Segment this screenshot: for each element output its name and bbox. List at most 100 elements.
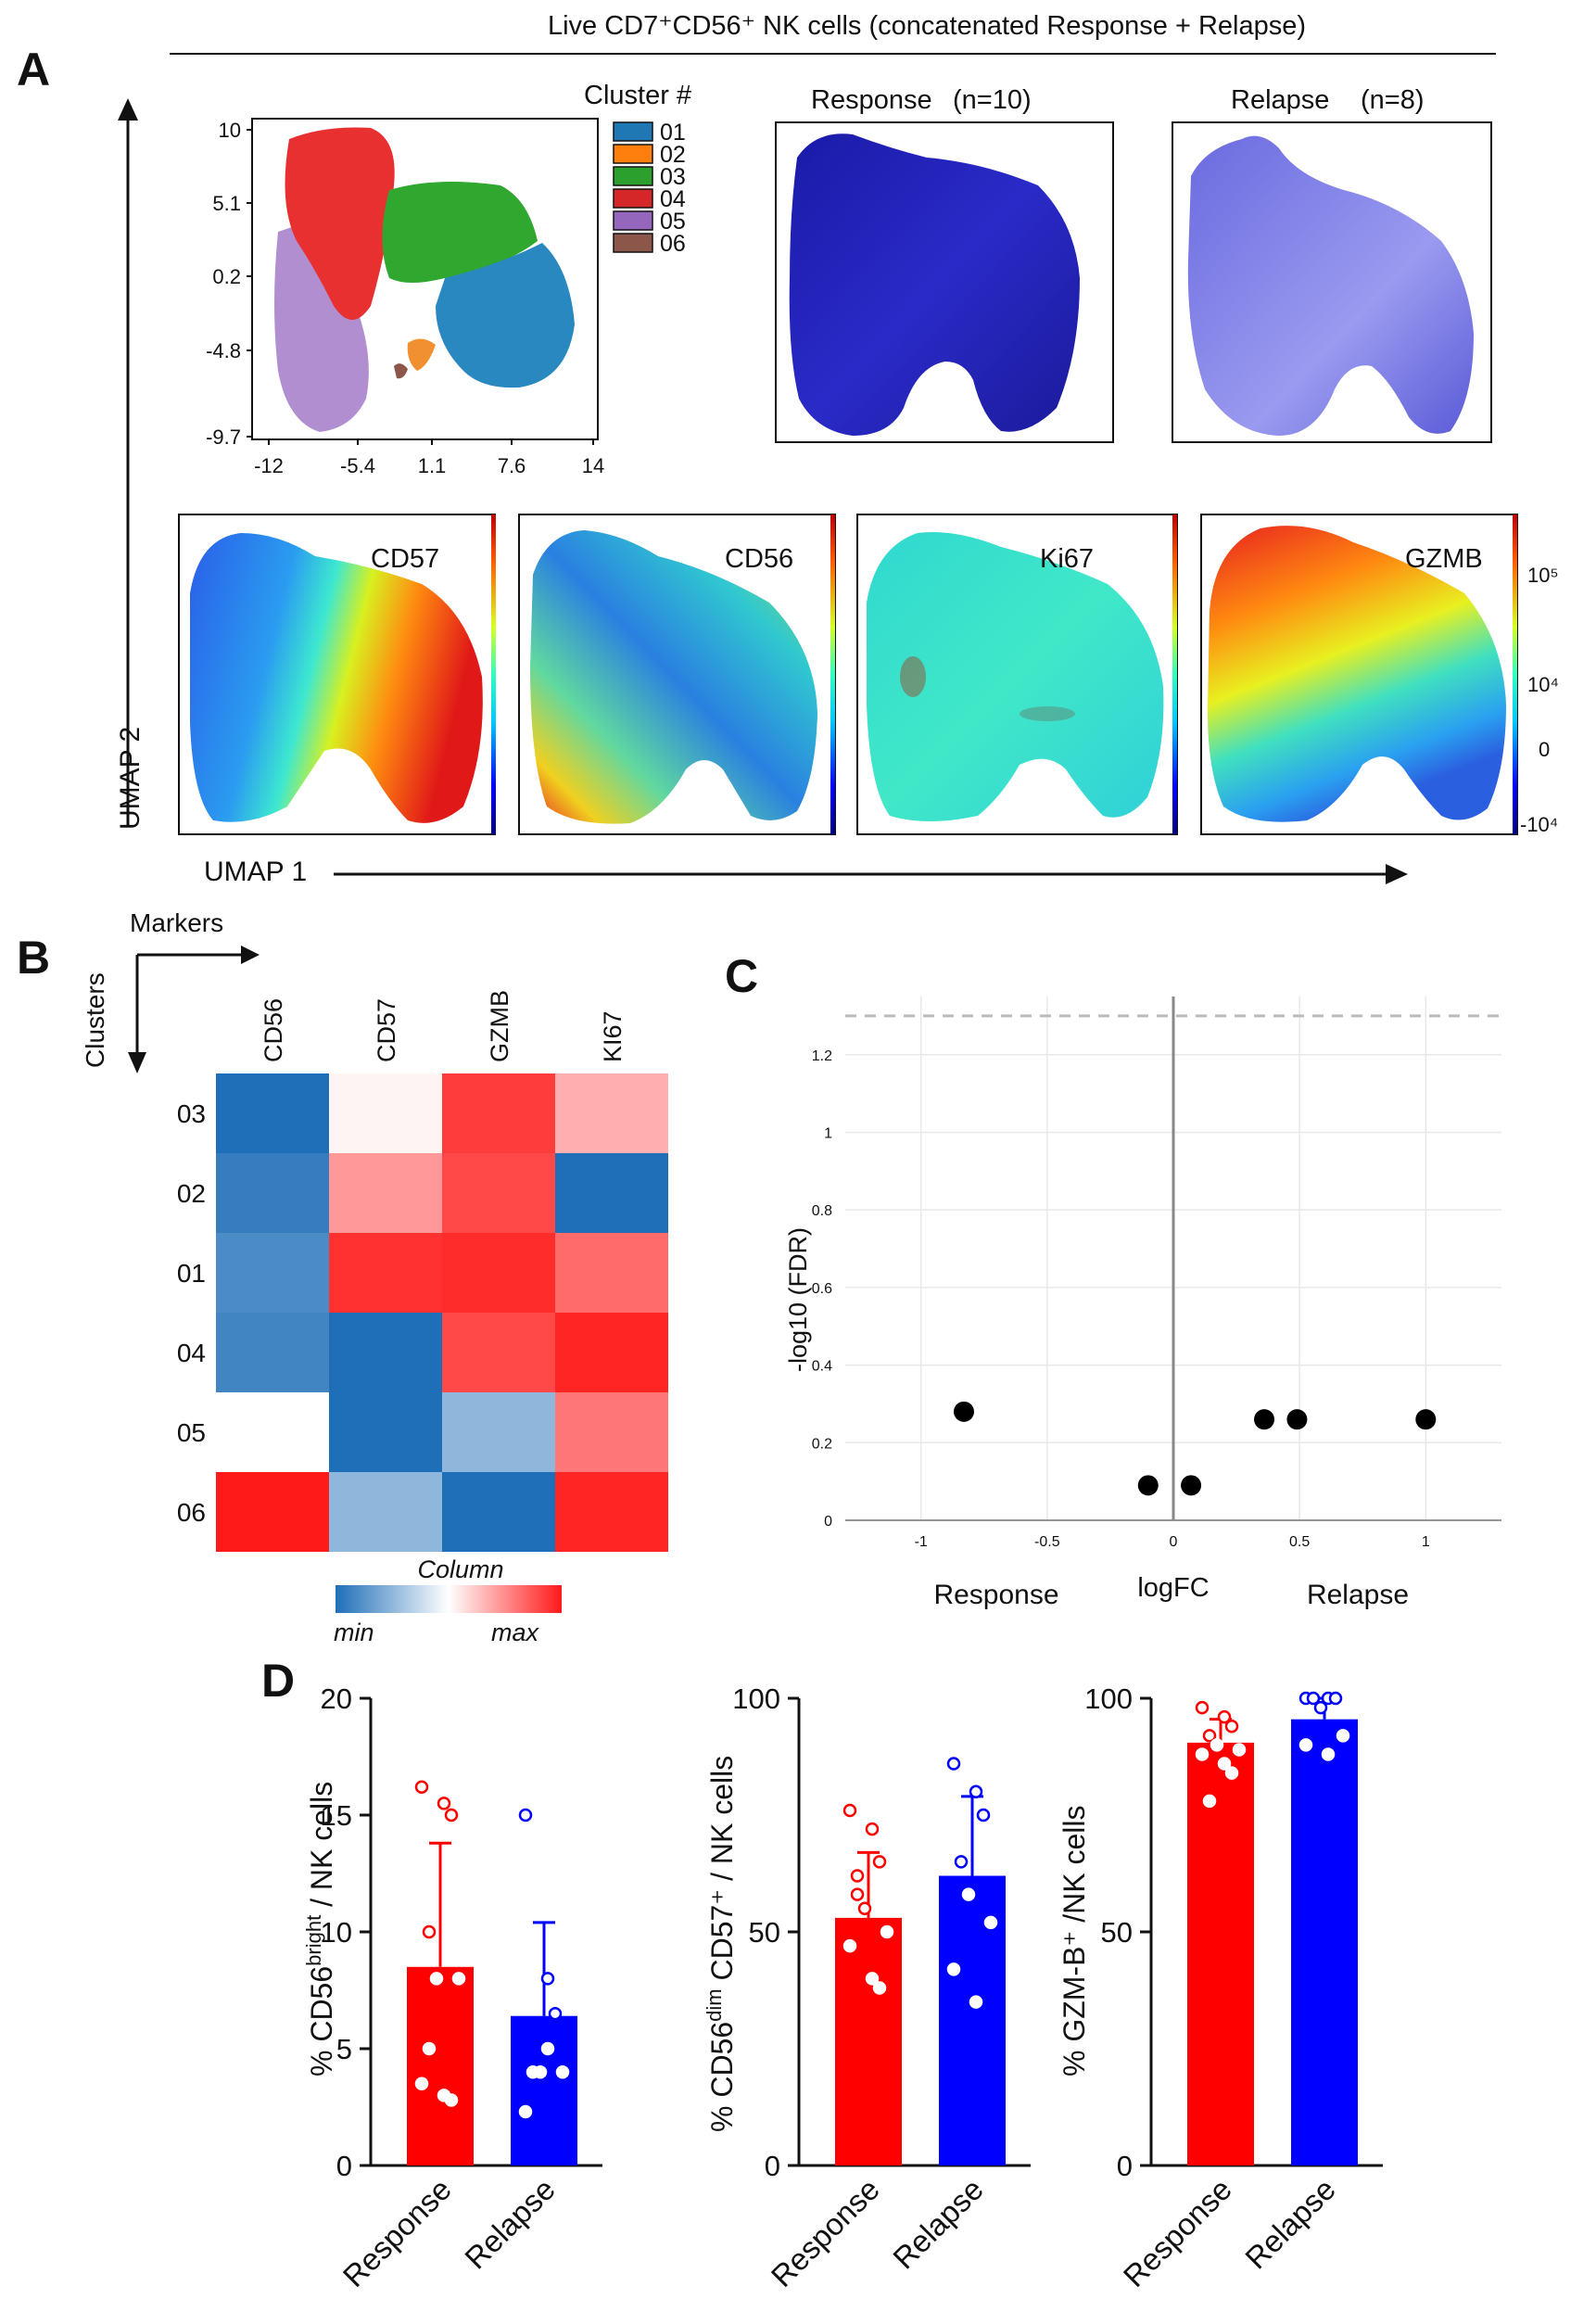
heatmap-cell <box>442 1313 555 1392</box>
data-point <box>842 1803 857 1818</box>
heatmap-cell <box>216 1392 329 1472</box>
heatmap-cell <box>442 1073 555 1153</box>
volcano-x-tick: 0.5 <box>1289 1534 1310 1550</box>
cluster-x-tick-2: 1.1 <box>418 454 447 477</box>
data-point <box>414 1780 429 1795</box>
cluster-label-05: 05 <box>660 209 686 235</box>
heatmap-row-label: 06 <box>177 1498 206 1527</box>
volcano-x-tick: 0 <box>1170 1534 1178 1550</box>
volcano-plot: -1 -0.5 0 0.5 1 0 0.2 0.4 0.6 0.8 1 1.2 -log10 (FDR)… <box>784 997 1501 1610</box>
data-point <box>1217 1757 1232 1771</box>
marker-umap-gzmb <box>1200 514 1518 835</box>
data-point <box>1195 1747 1210 1761</box>
heatmap-cell <box>329 1073 442 1153</box>
heatmap-cell <box>329 1153 442 1233</box>
heatmap-column-label: KI67 <box>599 1010 627 1062</box>
bar-y-tick: 20 <box>321 1683 352 1715</box>
data-point <box>969 1995 983 2009</box>
data-point <box>865 1972 880 1986</box>
bar-category-label: Response <box>336 2172 458 2293</box>
cluster-label-06: 06 <box>660 231 686 257</box>
heatmap-row-label: 04 <box>177 1339 206 1367</box>
heatmap-cell <box>216 1153 329 1233</box>
volcano-left-label: Response <box>933 1580 1058 1610</box>
heatmap-cell <box>555 1233 668 1313</box>
cluster-label-02: 02 <box>660 142 686 168</box>
heatmap-legend-max: max <box>491 1619 540 1646</box>
data-point <box>1224 1766 1239 1780</box>
marker-umap-cd57 <box>178 514 496 835</box>
volcano-point <box>1286 1409 1308 1430</box>
volcano-y-tick: 1 <box>824 1125 832 1141</box>
umap1-axis-arrow <box>334 864 1408 884</box>
heatmap-cell <box>329 1472 442 1552</box>
heatmap-cell <box>216 1073 329 1153</box>
response-umap-title: Response <box>811 85 932 115</box>
marker-umap-cd56 <box>518 514 836 835</box>
heatmap: CD56 CD57 GZMB KI67 03 02 01 04 05 06 <box>177 990 668 1552</box>
heatmap-cell <box>442 1472 555 1552</box>
data-point <box>1195 1700 1210 1715</box>
header-title: Live CD7⁺CD56⁺ NK cells (concatenated Re… <box>548 11 1306 41</box>
bar-y-label: % CD56dim CD57⁺ / NK cells <box>703 1756 739 2132</box>
marker-label-cd57: CD57 <box>371 544 439 574</box>
data-point <box>961 1887 976 1901</box>
cluster-swatch-06 <box>613 233 653 253</box>
cluster-x-tick-4: 14 <box>582 454 604 477</box>
cluster-region-04 <box>285 127 395 320</box>
bar-category-label: Response <box>1117 2172 1238 2293</box>
markers-axis-arrow <box>137 946 260 964</box>
bar-y-label: % GZM-B⁺ /NK cells <box>1058 1806 1091 2076</box>
scale-tick-1: 10⁴ <box>1527 673 1559 696</box>
data-point <box>872 1981 887 1995</box>
bar-y-tick: 100 <box>1084 1683 1133 1715</box>
bar-y-tick: 10 <box>321 1916 352 1949</box>
scale-tick-0: 10⁵ <box>1527 564 1559 587</box>
data-point <box>422 1924 437 1939</box>
data-point <box>533 2064 548 2079</box>
data-point <box>429 1972 444 1986</box>
volcano-x-tick: -0.5 <box>1034 1534 1060 1550</box>
marker-umap-ki67 <box>856 514 1178 835</box>
panel-label-a: A <box>17 44 50 95</box>
bar-response <box>407 1966 474 2165</box>
data-point <box>983 1915 998 1930</box>
umap1-axis-label: UMAP 1 <box>204 857 307 887</box>
volcano-y-tick: 0.8 <box>812 1203 832 1219</box>
data-point <box>540 2041 555 2056</box>
heatmap-cell <box>329 1233 442 1313</box>
bar-relapse <box>1291 1719 1358 2165</box>
panel-label-d: D <box>261 1655 295 1707</box>
bar-y-label: % CD56bright / NK cells <box>302 1782 338 2076</box>
bar-y-tick: 50 <box>749 1916 780 1949</box>
heatmap-legend-title: Column <box>417 1556 503 1583</box>
relapse-umap-n: (n=8) <box>1361 85 1425 115</box>
data-point <box>865 1822 880 1836</box>
volcano-right-label: Relapse <box>1307 1580 1409 1610</box>
data-point <box>946 1757 961 1771</box>
scale-tick-3: -10⁴ <box>1520 813 1558 836</box>
panel-label-c: C <box>725 950 758 1002</box>
cluster-label-01: 01 <box>660 120 686 146</box>
data-point <box>437 1797 451 1810</box>
response-umap-plot <box>775 121 1114 443</box>
cluster-label-03: 03 <box>660 164 686 190</box>
heatmap-cell <box>442 1233 555 1313</box>
cluster-y-tick-0: 10 <box>219 119 241 142</box>
bar-y-tick: 0 <box>1117 2150 1133 2182</box>
data-point <box>1202 1729 1217 1743</box>
bar-y-tick: 0 <box>765 2150 780 2182</box>
volcano-y-tick: 0.6 <box>812 1281 832 1297</box>
heatmap-row-label: 02 <box>177 1179 206 1208</box>
data-point <box>1232 1743 1247 1757</box>
bar-response <box>1187 1742 1254 2165</box>
heatmap-cell <box>555 1073 668 1153</box>
heatmap-cell <box>216 1233 329 1313</box>
marker-label-gzmb: GZMB <box>1405 544 1483 574</box>
cluster-y-tick-4: -9.7 <box>206 425 241 449</box>
cluster-swatch-05 <box>613 210 653 231</box>
markers-axis-label: Markers <box>130 908 223 937</box>
data-point <box>1298 1738 1313 1752</box>
